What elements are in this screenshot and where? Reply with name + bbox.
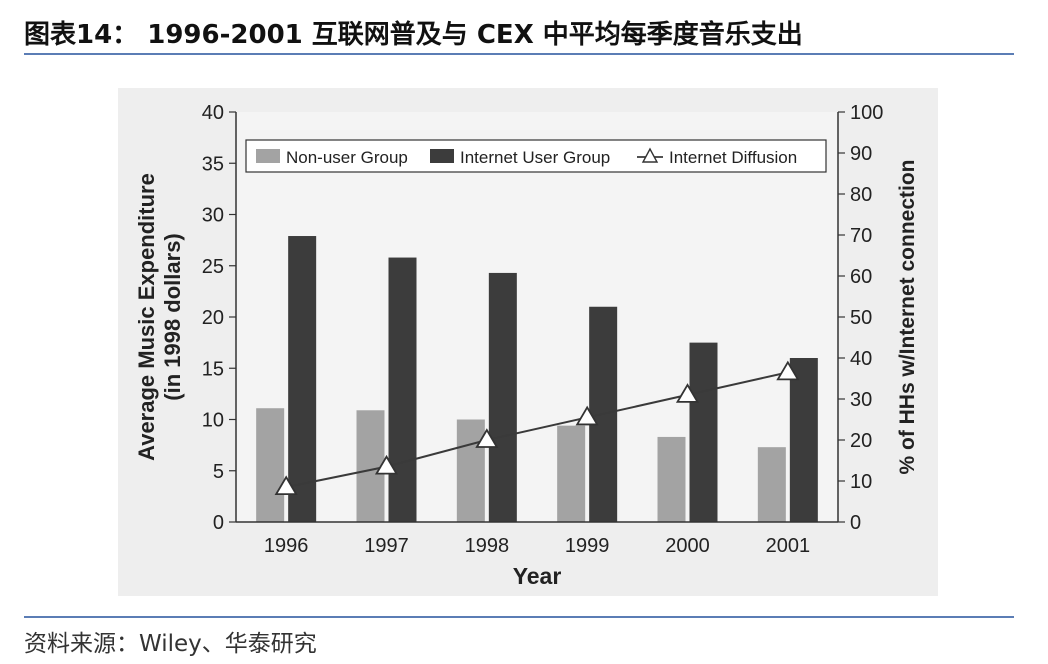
diffusion-line — [285, 371, 789, 489]
y-axis-title-left: Average Music Expenditure(in 1998 dollar… — [134, 173, 185, 461]
diffusion-point-2000 — [675, 383, 700, 403]
footer-divider — [24, 616, 1014, 618]
x-tick-label: 1999 — [565, 535, 610, 557]
y-tick-label-left: 15 — [202, 358, 224, 380]
bar-non-user-1998 — [456, 419, 485, 522]
y-tick-label-right: 90 — [850, 143, 872, 165]
y-tick-label-right: 60 — [850, 266, 872, 288]
legend-label-non-user: Non-user Group — [286, 148, 408, 167]
bar-non-user-1999 — [557, 425, 586, 522]
y-tick-label-right: 70 — [850, 225, 872, 247]
y-tick-label-right: 80 — [850, 184, 872, 206]
bar-internet-user-2001 — [789, 358, 818, 522]
diffusion-point-1998 — [475, 428, 499, 448]
bar-non-user-2000 — [657, 436, 686, 522]
legend-box — [245, 139, 827, 173]
diffusion-point-2001 — [776, 360, 800, 381]
chart-figure: 0 5 10 15 20 25 30 35 40 0 10 20 30 40 50 60 70 80 90 100 19… — [118, 88, 938, 596]
y-axis-title-right: % of HHs w/Internet connection — [896, 159, 919, 474]
bar-internet-user-1997 — [388, 257, 417, 522]
diffusion-point-1996 — [274, 475, 298, 496]
chart-header-title: 图表14： 1996-2001 互联网普及与 CEX 中平均每季度音乐支出 — [24, 20, 803, 50]
legend: Non-user Group Internet User Group Interne… — [245, 139, 827, 173]
axes-layer: 0 5 10 15 20 25 30 35 40 0 10 20 30 40 50 60 70 80 90 100 19… — [202, 102, 884, 557]
bar-internet-user-1998 — [488, 272, 517, 522]
legend-swatch-non-user — [256, 149, 280, 163]
y-tick-label-right: 40 — [850, 348, 872, 370]
x-tick-label: 1997 — [364, 535, 409, 557]
x-axis-title: Year — [513, 563, 562, 589]
y-tick-label-right: 10 — [850, 471, 872, 493]
chart-svg: 0 5 10 15 20 25 30 35 40 0 10 20 30 40 50 60 70 80 90 100 19… — [118, 88, 938, 596]
bar-non-user-2001 — [757, 447, 786, 522]
bar-internet-user-1996 — [288, 236, 317, 522]
bar-internet-user-2000 — [689, 342, 718, 522]
y-tick-label-right: 50 — [850, 307, 872, 329]
y-axis-title-left-line: (in 1998 dollars) — [160, 233, 185, 401]
header-divider — [24, 53, 1014, 55]
x-tick-label: 2001 — [766, 535, 811, 557]
y-tick-label-left: 5 — [213, 461, 224, 483]
diffusion-point-1999 — [575, 405, 599, 426]
x-tick-label: 1998 — [465, 535, 510, 557]
y-tick-label-right: 20 — [850, 430, 872, 452]
y-tick-label-left: 35 — [202, 153, 224, 175]
y-tick-label-left: 10 — [202, 410, 224, 432]
plot-area — [236, 112, 838, 522]
legend-marker-diffusion — [641, 147, 659, 163]
source-note: 资料来源：Wiley、华泰研究 — [24, 631, 317, 657]
legend-label-diffusion: Internet Diffusion — [669, 148, 797, 167]
y-tick-label-left: 0 — [213, 512, 224, 534]
bars-layer — [256, 236, 818, 522]
legend-label-internet-user: Internet User Group — [460, 148, 610, 167]
diffusion-point-1997 — [374, 454, 399, 475]
x-tick-label: 2000 — [665, 535, 710, 557]
bar-non-user-1996 — [256, 408, 285, 522]
y-tick-label-right: 0 — [850, 512, 861, 534]
axis-labels: Year Average Music Expenditure(in 1998 do… — [134, 159, 919, 589]
diffusion-line-layer — [274, 360, 800, 496]
x-tick-label: 1996 — [264, 535, 309, 557]
y-tick-label-right: 30 — [850, 389, 872, 411]
legend-swatch-internet-user — [430, 149, 454, 163]
y-tick-label-left: 25 — [202, 256, 224, 278]
y-tick-label-left: 30 — [202, 205, 224, 227]
y-tick-label-left: 20 — [202, 307, 224, 329]
bar-non-user-1997 — [356, 410, 385, 522]
y-tick-label-left: 40 — [202, 102, 224, 124]
y-axis-title-left-line: Average Music Expenditure — [134, 173, 159, 461]
y-tick-label-right: 100 — [850, 102, 883, 124]
